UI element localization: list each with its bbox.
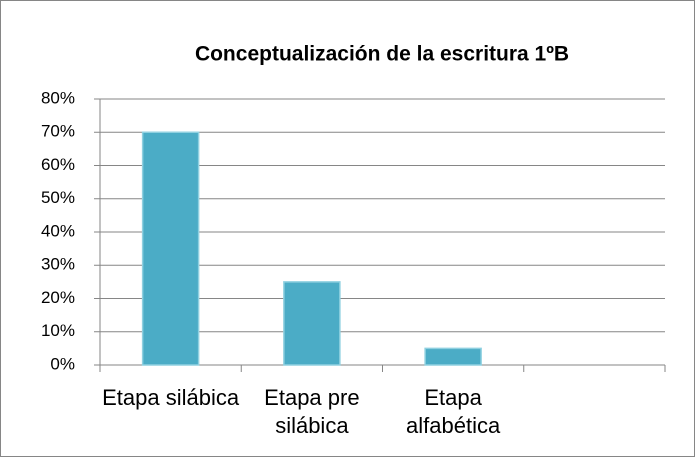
y-tick-label: 20%	[41, 288, 75, 307]
y-tick-label: 40%	[41, 221, 75, 240]
y-tick-label: 70%	[41, 122, 75, 141]
y-tick-label: 60%	[41, 155, 75, 174]
x-tick-label: Etapa silábica	[102, 385, 240, 410]
bar	[141, 131, 200, 366]
y-tick-label: 80%	[41, 88, 75, 107]
x-tick-label: Etapa pre silábica	[264, 385, 360, 438]
y-tick-label: 10%	[41, 321, 75, 340]
bar	[283, 281, 341, 366]
y-tick-label: 0%	[50, 354, 75, 373]
y-tick-label: 30%	[41, 255, 75, 274]
y-tick-label: 50%	[41, 188, 75, 207]
bar	[424, 347, 482, 366]
x-tick-label: Etapa alfabética	[406, 385, 501, 438]
chart-title: Conceptualización de la escritura 1ºB	[195, 43, 569, 66]
